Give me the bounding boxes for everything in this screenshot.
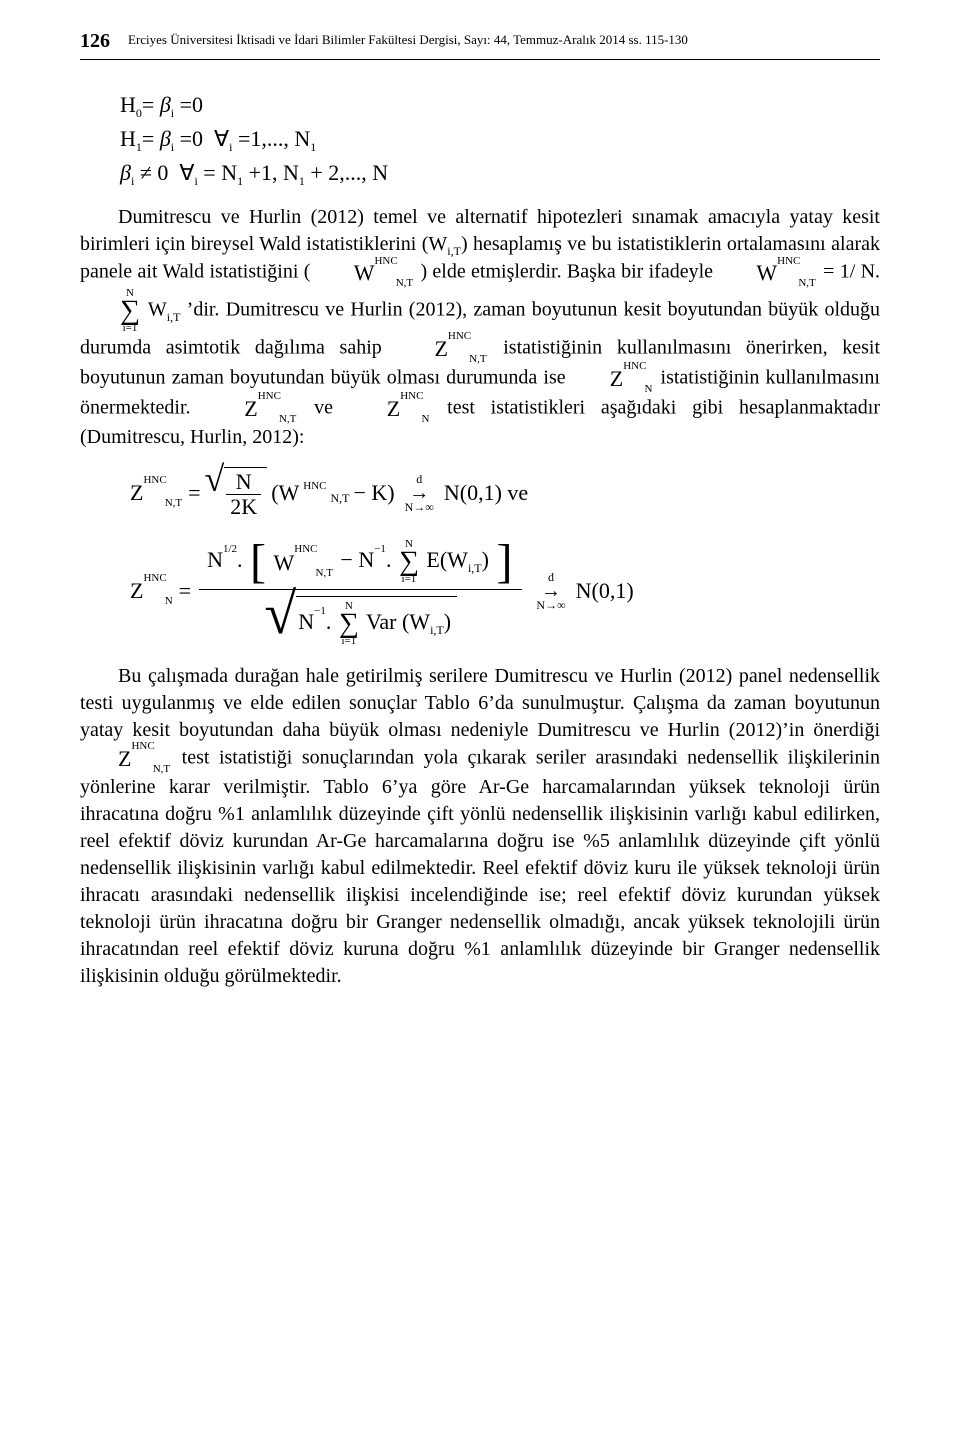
arrow-limit-2: d → N→∞ — [536, 571, 565, 611]
z-hnc-nt-lhs: ZHNCN,T — [130, 478, 184, 508]
p1a-sub: i,T — [447, 244, 461, 258]
ve-label: ve — [314, 397, 349, 419]
big-fraction: N1/2. [ WHNCN,T − N−1. N ∑ i=1 E(Wi,T) ]… — [199, 535, 522, 647]
sum-symbol-1: N ∑ i=1 — [82, 288, 140, 334]
display-eq-1: ZHNCN,T = √ N 2K (WHNCN,T − K) d → N→∞ N… — [130, 467, 880, 519]
z-hnc-n-symbol-1: ZHNCN — [572, 364, 655, 394]
eq2-rhs: N(0,1) — [576, 576, 634, 606]
paragraph-2: Bu çalışmada durağan hale getirilmiş ser… — [80, 663, 880, 990]
z-hnc-nt-symbol-3: ZHNCN,T — [80, 744, 172, 774]
paragraph-1: Dumitrescu ve Hurlin (2012) temel ve alt… — [80, 204, 880, 451]
p2-text-a: Bu çalışmada durağan hale getirilmiş ser… — [80, 665, 880, 741]
z-hnc-nt-symbol-2: ZHNCN,T — [206, 394, 298, 424]
w-hnc-nt-symbol-2: WHNCN,T — [718, 258, 817, 288]
page-header: 126 Erciyes Üniversitesi İktisadi ve İda… — [80, 28, 880, 60]
p1c-tail: ’dir. — [187, 299, 220, 321]
eq-h0: H0= βi =0 — [120, 88, 880, 122]
p1c-mid: ) elde etmişlerdir. Başka bir ifadeyle — [420, 261, 718, 283]
journal-reference: Erciyes Üniversitesi İktisadi ve İdari B… — [128, 28, 880, 49]
eq1-rhs: N(0,1) ve — [444, 478, 528, 508]
eq1-inside: (W — [271, 478, 299, 508]
w-hnc-nt-symbol-1: WHNCN,T — [316, 258, 415, 288]
z-hnc-nt-symbol-1: ZHNCN,T — [396, 334, 488, 364]
eq-h1: H1= βi =0 ∀i =1,..., N1 — [120, 122, 880, 156]
display-eq-2: ZHNCN = N1/2. [ WHNCN,T − N−1. N ∑ i=1 E… — [130, 535, 880, 647]
arrow-limit-1: d → N→∞ — [405, 473, 434, 513]
z-hnc-n-lhs: ZHNCN — [130, 576, 175, 606]
z-hnc-n-symbol-2: ZHNCN — [349, 394, 432, 424]
p2-text-b: test istatistiği sonuçlarından yola çıka… — [80, 747, 880, 987]
eq-beta-nonzero: βi ≠ 0 ∀i = N1 +1, N1 + 2,..., N — [120, 156, 880, 190]
sqrt-n-over-2k: √ N 2K — [205, 467, 268, 519]
hypotheses-block: H0= βi =0 H1= βi =0 ∀i =1,..., N1 βi ≠ 0… — [120, 88, 880, 190]
eq1-inside-tail: − K) — [354, 478, 395, 508]
page-number: 126 — [80, 28, 110, 55]
p1c-eq-rhs: = 1/ N. — [823, 261, 880, 283]
